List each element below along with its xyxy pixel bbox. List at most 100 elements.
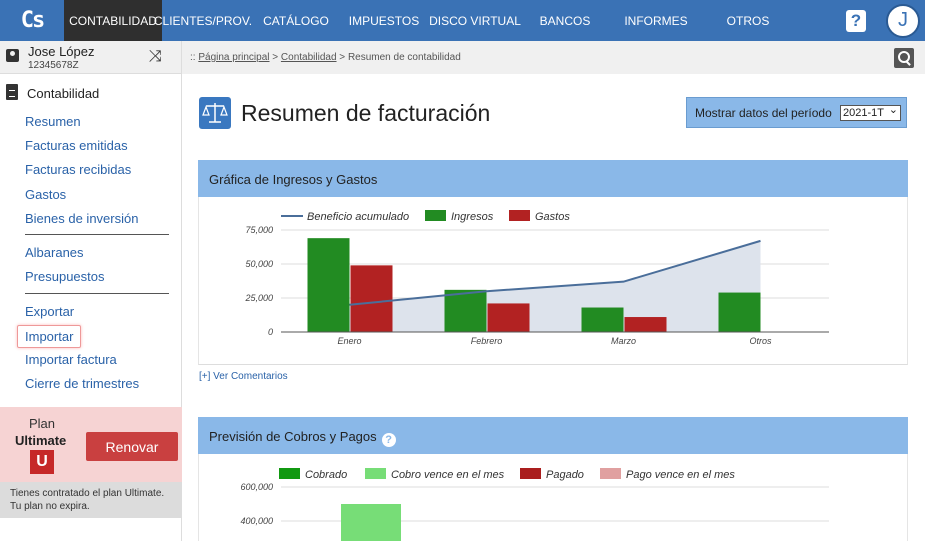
sidebar-item-gastos[interactable]: Gastos — [25, 187, 67, 202]
y-tick-label: 400,000 — [240, 516, 273, 526]
help-icon[interactable]: ? — [381, 433, 396, 447]
section-contabilidad: Contabilidad — [0, 83, 182, 103]
period-label: Mostrar datos del período — [695, 106, 832, 120]
ingresos-gastos-chart: 0 25,000 50,000 75,000 Enero Febrero Marzo Otro… — [244, 210, 829, 346]
breadcrumb-sep: > — [269, 52, 281, 63]
legend-label: Gastos — [535, 211, 570, 223]
cobros-pagos-chart: 400,000 600,000 Cobrado Cobro vence en el m… — [240, 468, 829, 541]
sidebar-item-importar[interactable]: Importar — [17, 325, 82, 348]
legend-label: Pago vence en el mes — [626, 469, 735, 481]
bar-gastos — [350, 265, 393, 332]
sidebar-item-facturas-emitidas[interactable]: Facturas emitidas — [25, 138, 128, 153]
plan-note-line1: Tienes contratado el plan Ultimate. — [10, 488, 165, 499]
period-select[interactable]: 2021-1T — [840, 103, 901, 121]
plan-note: Tienes contratado el plan Ultimate. Tu p… — [0, 482, 182, 518]
legend-swatch-ingresos — [425, 210, 446, 221]
nav-clientes-prov[interactable]: CLIENTES/PROV. — [153, 13, 253, 28]
legend-label: Beneficio acumulado — [307, 211, 409, 223]
legend-label: Cobrado — [305, 469, 347, 481]
panel-ingresos-gastos-body: 0 25,000 50,000 75,000 Enero Febrero Marzo Otro… — [198, 197, 908, 365]
search-icon[interactable] — [894, 48, 914, 68]
bar-cobro-vence — [341, 504, 401, 541]
nav-informes[interactable]: INFORMES — [624, 13, 688, 28]
panel-cobros-pagos-body: 400,000 600,000 Cobrado Cobro vence en el m… — [198, 454, 908, 541]
x-tick-label: Otros — [749, 336, 772, 346]
nav-bancos[interactable]: BANCOS — [539, 13, 591, 28]
breadcrumb-bar: :: Página principal > Contabilidad > Res… — [182, 41, 925, 74]
balance-scale-icon — [199, 97, 231, 129]
sidebar: Jose López 12345678Z ⤨ Contabilidad Resu… — [0, 41, 182, 541]
user-name: Jose López — [28, 44, 95, 59]
x-tick-label: Febrero — [471, 336, 503, 346]
sidebar-item-exportar[interactable]: Exportar — [25, 304, 75, 319]
legend-swatch — [600, 468, 621, 479]
bar-ingresos — [307, 238, 350, 332]
user-card-icon — [6, 49, 19, 62]
panel-ingresos-gastos-header: Gráfica de Ingresos y Gastos — [198, 160, 908, 197]
bar-gastos — [487, 303, 530, 332]
sidebar-item-importar-factura[interactable]: Importar factura — [25, 352, 117, 367]
app-logo[interactable]: Cs — [20, 8, 46, 33]
nav-otros[interactable]: OTROS — [726, 13, 770, 28]
y-tick-label: 50,000 — [245, 259, 273, 269]
legend-label: Cobro vence en el mes — [391, 469, 505, 481]
breadcrumb-sep: > — [336, 52, 348, 63]
help-icon[interactable]: ? — [846, 9, 866, 32]
breadcrumb-prefix: :: — [190, 52, 199, 63]
page-title: Resumen de facturación — [241, 100, 491, 126]
nav-disco-virtual[interactable]: DISCO VIRTUAL — [429, 13, 521, 28]
y-tick-label: 0 — [268, 327, 273, 337]
bar-ingresos — [444, 289, 487, 332]
plan-badge-icon: U — [30, 450, 54, 474]
avatar[interactable]: J — [886, 3, 920, 38]
period-filter: Mostrar datos del período 2021-1T — [686, 97, 907, 128]
nav-catalogo[interactable]: CATÁLOGO — [263, 13, 329, 28]
plan-note-line2: Tu plan no expira. — [10, 501, 90, 512]
user-id: 12345678Z — [28, 60, 79, 71]
legend-label: Ingresos — [451, 211, 494, 223]
y-tick-label: 75,000 — [245, 225, 273, 235]
x-tick-label: Marzo — [611, 336, 636, 346]
legend-swatch — [520, 468, 541, 479]
y-tick-label: 25,000 — [244, 293, 273, 303]
sidebar-item-facturas-recibidas[interactable]: Facturas recibidas — [25, 162, 132, 177]
sidebar-item-bienes-inversion[interactable]: Bienes de inversión — [25, 211, 139, 226]
sidebar-item-resumen[interactable]: Resumen — [25, 114, 81, 129]
renew-button[interactable]: Renovar — [86, 432, 178, 461]
bar-gastos — [624, 317, 667, 332]
plan-box: Plan Ultimate U Renovar — [0, 407, 182, 482]
panel-title: Previsión de Cobros y Pagos? — [209, 429, 396, 447]
legend-label: Pagado — [546, 469, 584, 481]
document-icon — [6, 84, 18, 100]
sidebar-divider — [25, 293, 169, 294]
user-box: Jose López 12345678Z ⤨ — [0, 41, 181, 74]
breadcrumb-home[interactable]: Página principal — [198, 52, 270, 63]
nav-contabilidad[interactable]: CONTABILIDAD — [64, 0, 162, 41]
nav-impuestos[interactable]: IMPUESTOS — [348, 13, 420, 28]
plan-name: Ultimate — [15, 433, 67, 448]
y-tick-label: 600,000 — [240, 482, 273, 492]
legend-swatch — [365, 468, 386, 479]
beneficio-line — [349, 239, 761, 306]
switch-company-icon[interactable]: ⤨ — [149, 48, 162, 65]
top-right-actions: ? J — [846, 0, 925, 41]
panel-title: Gráfica de Ingresos y Gastos — [209, 172, 378, 187]
sidebar-item-presupuestos[interactable]: Presupuestos — [25, 269, 105, 284]
panel-cobros-pagos-header: Previsión de Cobros y Pagos? — [198, 417, 908, 454]
legend-swatch-gastos — [509, 210, 530, 221]
breadcrumb-current: Resumen de contabilidad — [347, 52, 461, 63]
bar-ingresos — [581, 307, 624, 332]
bar-ingresos — [718, 292, 761, 332]
sidebar-item-cierre-trimestres[interactable]: Cierre de trimestres — [25, 376, 140, 391]
legend-swatch — [279, 468, 300, 479]
section-title: Contabilidad — [27, 86, 100, 101]
top-navigation: Cs CONTABILIDAD CLIENTES/PROV. CATÁLOGO … — [0, 0, 925, 41]
plan-label: Plan — [29, 416, 56, 431]
breadcrumb: :: Página principal > Contabilidad > Res… — [190, 52, 461, 63]
sidebar-divider — [25, 234, 169, 235]
panel-title-text: Previsión de Cobros y Pagos — [209, 429, 377, 444]
sidebar-item-albaranes[interactable]: Albaranes — [25, 245, 84, 260]
x-tick-label: Enero — [337, 336, 361, 346]
breadcrumb-contabilidad[interactable]: Contabilidad — [280, 52, 337, 63]
ver-comentarios-link[interactable]: [+] Ver Comentarios — [199, 371, 288, 382]
